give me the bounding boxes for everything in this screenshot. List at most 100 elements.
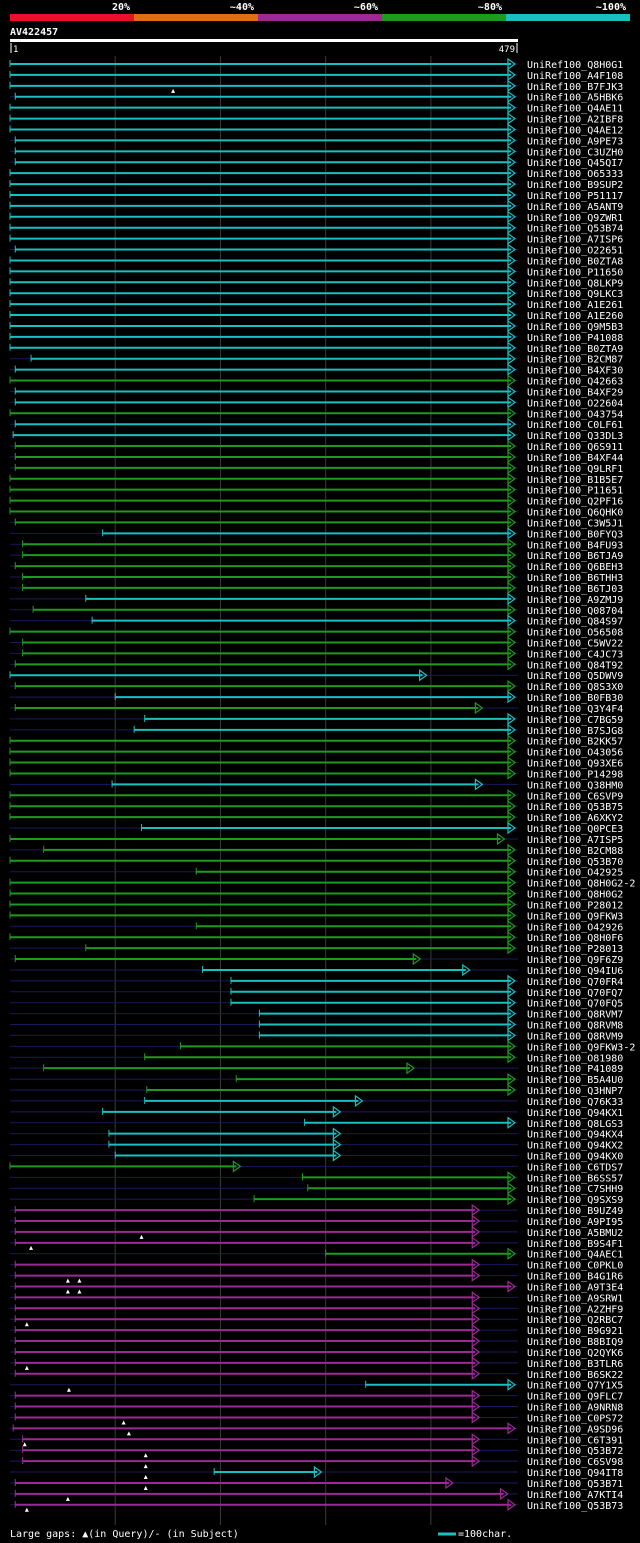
hit-arrow [507, 658, 517, 671]
query-gap-marker [143, 1464, 148, 1469]
hit-label: UniRef100_B4XF29 [527, 387, 623, 398]
hit-arrow [507, 581, 517, 595]
hit-label: UniRef100_Q53B72 [527, 1446, 623, 1457]
hit-arrow [419, 669, 428, 682]
hit-arrow [471, 1203, 481, 1217]
hit-label: UniRef100_Q8S3X0 [527, 682, 623, 693]
query-gap-marker [24, 1322, 29, 1327]
hit-arrow [507, 1051, 517, 1064]
hit-label: UniRef100_Q53B71 [527, 1479, 623, 1490]
query-start-label: 1 [13, 45, 18, 55]
hit-arrow [471, 1302, 481, 1315]
query-gap-marker [65, 1496, 70, 1501]
hit-arrow [507, 887, 517, 900]
hit-label: UniRef100_C6T391 [527, 1435, 623, 1446]
hit-label: UniRef100_Q08704 [527, 606, 623, 617]
hit-label: UniRef100_C7BG59 [527, 715, 623, 726]
hit-arrow [507, 374, 517, 387]
legend-label: ~100% [596, 2, 626, 13]
hit-label: UniRef100_B7SJG8 [527, 726, 623, 737]
hit-label: UniRef100_C6SV98 [527, 1457, 623, 1468]
hit-label: UniRef100_Q0PCE3 [527, 824, 623, 835]
hit-label: UniRef100_Q94KX4 [527, 1130, 623, 1141]
hit-arrow [507, 276, 517, 289]
hit-label: UniRef100_Q9FKW3 [527, 911, 623, 922]
hit-arrow [507, 112, 517, 125]
hit-label: UniRef100_B6TJ03 [527, 584, 623, 595]
query-gap-marker [143, 1453, 148, 1458]
hit-label: UniRef100_B9S4F1 [527, 1239, 623, 1250]
hit-label: UniRef100_Q94KX2 [527, 1141, 623, 1152]
hit-arrow [332, 1138, 342, 1151]
hit-label: UniRef100_Q2RBC7 [527, 1315, 623, 1326]
hit-arrow [507, 647, 517, 660]
hit-arrow [507, 800, 517, 813]
hit-arrow [507, 767, 517, 780]
query-gap-marker [65, 1289, 70, 1294]
hit-arrow [507, 1072, 517, 1086]
hit-arrow [471, 1313, 481, 1326]
hit-arrow [507, 472, 517, 485]
hit-arrow [507, 483, 517, 496]
legend-label: ~80% [478, 2, 502, 13]
hit-label: UniRef100_Q53B75 [527, 802, 623, 813]
hit-label: UniRef100_Q8RVM8 [527, 1021, 623, 1032]
hit-arrow [507, 690, 517, 704]
hit-arrow [507, 101, 517, 114]
hit-label: UniRef100_Q53B74 [527, 224, 623, 235]
hit-arrow [471, 1367, 481, 1380]
hit-arrow [507, 1116, 517, 1129]
hit-label: UniRef100_B6THH3 [527, 573, 623, 584]
hit-arrow [507, 821, 517, 835]
hit-arrow [507, 254, 517, 267]
hit-label: UniRef100_B6TJA9 [527, 551, 623, 562]
hit-label: UniRef100_C3W5J1 [527, 518, 623, 529]
hit-label: UniRef100_Q8LKP9 [527, 278, 623, 289]
query-gap-marker [24, 1365, 29, 1370]
hit-label: UniRef100_C7SHH9 [527, 1184, 623, 1195]
hit-label: UniRef100_B4XF44 [527, 453, 623, 464]
hit-label: UniRef100_A9T3E4 [527, 1282, 623, 1293]
hit-arrow [445, 1476, 454, 1490]
hit-arrow [507, 57, 517, 71]
hit-label: UniRef100_C0LF61 [527, 420, 623, 431]
hit-arrow [471, 1291, 481, 1304]
identity-color-legend: 20% ~40% ~60% ~80% ~100% [10, 2, 630, 21]
query-gap-marker [66, 1387, 71, 1392]
query-gap-marker [77, 1289, 82, 1294]
hit-label: UniRef100_C6SVP9 [527, 791, 623, 802]
hit-arrow [507, 385, 517, 398]
hit-arrow [507, 265, 517, 278]
hit-label: UniRef100_O22604 [527, 398, 623, 409]
hit-arrow [507, 134, 517, 147]
hit-arrow [507, 221, 517, 234]
hit-arrow [507, 1378, 517, 1391]
hit-arrow [471, 1334, 481, 1348]
hit-label: UniRef100_A9PI95 [527, 1217, 623, 1228]
legend-segment [382, 14, 506, 21]
hit-label: UniRef100_Q9SXS9 [527, 1195, 623, 1206]
hit-arrow [507, 756, 517, 769]
hit-label: UniRef100_O43056 [527, 748, 623, 759]
gap-legend-text: Large gaps: ▲(in Query)/- (in Subject) [10, 1529, 239, 1540]
hit-label: UniRef100_B0FB30 [527, 693, 623, 704]
hit-label: UniRef100_A2ZHF9 [527, 1304, 623, 1315]
hit-arrow [507, 145, 517, 158]
hit-label: UniRef100_O42926 [527, 922, 623, 933]
hit-arrow [507, 210, 517, 223]
hit-arrow [507, 865, 517, 878]
hit-label: UniRef100_Q9M5B3 [527, 322, 623, 333]
hit-label: UniRef100_Q84S97 [527, 617, 623, 628]
hit-label: UniRef100_Q8H0G2 [527, 890, 623, 901]
hit-arrow [471, 1444, 481, 1457]
hit-arrow [507, 156, 517, 169]
hit-label: UniRef100_A6XKY2 [527, 813, 623, 824]
hit-arrow [471, 1323, 481, 1337]
hit-label: UniRef100_B0ZTA8 [527, 256, 623, 267]
hit-label: UniRef100_Q7Y1X5 [527, 1381, 623, 1392]
hit-label: UniRef100_C6TDS7 [527, 1162, 623, 1173]
hit-arrow [471, 1269, 481, 1282]
hit-arrow [507, 1171, 517, 1184]
hit-label: UniRef100_Q33DL3 [527, 431, 623, 442]
hit-label: UniRef100_A9PE73 [527, 136, 623, 147]
